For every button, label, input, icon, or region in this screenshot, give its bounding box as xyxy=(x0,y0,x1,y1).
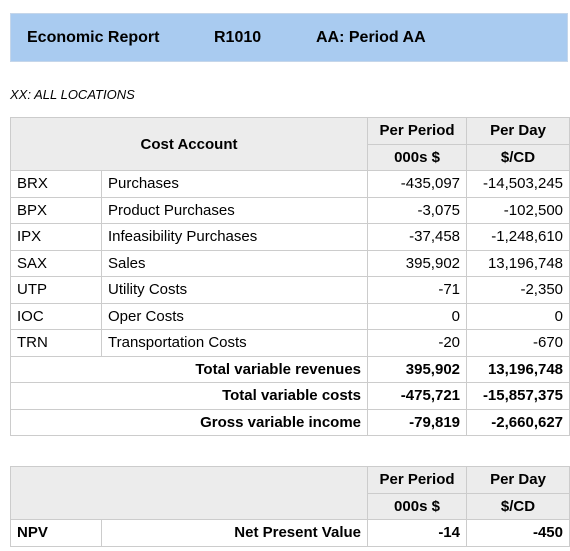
cell-per-period: 0 xyxy=(367,302,468,330)
total-row: Total variable costs -475,721 -15,857,375 xyxy=(9,382,570,410)
cell-per-period: -71 xyxy=(367,276,468,304)
npv-row: NPV Net Present Value -14 -450 xyxy=(10,519,570,547)
report-title: Economic Report xyxy=(27,29,160,46)
cell-per-day: 13,196,748 xyxy=(466,249,570,277)
report-header: Economic Report R1010 AA: Period AA xyxy=(10,13,568,62)
npv-per-day-unit: $/CD xyxy=(466,492,570,520)
total-label: Total variable revenues xyxy=(9,355,369,383)
total-per-day: -2,660,627 xyxy=(466,408,570,436)
total-per-period: 395,902 xyxy=(367,355,468,383)
table-row: BPX Product Purchases -3,075 -102,500 xyxy=(10,196,570,224)
npv-per-day: -450 xyxy=(466,519,570,547)
per-day-unit: $/CD xyxy=(466,143,570,171)
cell-name: Utility Costs xyxy=(100,276,369,304)
cell-per-period: -37,458 xyxy=(367,223,468,251)
cell-code: IPX xyxy=(10,223,102,251)
table-row: IOC Oper Costs 0 0 xyxy=(10,302,570,330)
npv-table: Per Period Per Day 000s $ $/CD NPV Net P… xyxy=(10,466,570,547)
table-row: BRX Purchases -435,097 -14,503,245 xyxy=(10,170,570,198)
table-row: TRN Transportation Costs -20 -670 xyxy=(10,329,570,357)
total-label: Gross variable income xyxy=(9,408,369,436)
total-per-period: -79,819 xyxy=(367,408,468,436)
npv-per-period-unit: 000s $ xyxy=(367,492,467,520)
total-row: Total variable revenues 395,902 13,196,748 xyxy=(9,355,570,383)
cell-per-period: -435,097 xyxy=(367,170,468,198)
cost-account-header: Cost Account xyxy=(9,117,369,171)
cell-per-period: 395,902 xyxy=(367,249,468,277)
per-day-header: Per Day xyxy=(466,117,570,145)
cost-account-table: Cost Account Per Period Per Day 000s $ $… xyxy=(9,117,570,436)
cell-name: Transportation Costs xyxy=(100,329,369,357)
cell-name: Sales xyxy=(100,249,369,277)
location-subtitle: XX: ALL LOCATIONS xyxy=(10,87,135,102)
cell-code: BPX xyxy=(10,196,102,224)
cell-name: Product Purchases xyxy=(100,196,369,224)
cell-code: TRN xyxy=(10,329,102,357)
cell-per-day: -102,500 xyxy=(466,196,570,224)
npv-name: Net Present Value xyxy=(101,519,368,547)
cell-per-day: -14,503,245 xyxy=(466,170,570,198)
cell-per-day: -1,248,610 xyxy=(466,223,570,251)
cost-rows: BRX Purchases -435,097 -14,503,245 BPX Produc… xyxy=(10,170,570,357)
cell-code: SAX xyxy=(10,249,102,277)
cell-name: Oper Costs xyxy=(100,302,369,330)
table-row: UTP Utility Costs -71 -2,350 xyxy=(10,276,570,304)
npv-header-blank xyxy=(10,466,368,520)
npv-per-day-header: Per Day xyxy=(466,466,570,494)
report-period: AA: Period AA xyxy=(316,29,426,46)
cell-name: Purchases xyxy=(100,170,369,198)
table-row: SAX Sales 395,902 13,196,748 xyxy=(10,249,570,277)
total-per-day: 13,196,748 xyxy=(466,355,570,383)
per-period-header: Per Period xyxy=(367,117,468,145)
cell-per-day: -670 xyxy=(466,329,570,357)
report-code: R1010 xyxy=(214,29,262,46)
npv-per-period-header: Per Period xyxy=(367,466,467,494)
total-row: Gross variable income -79,819 -2,660,627 xyxy=(9,408,570,436)
cell-per-day: 0 xyxy=(466,302,570,330)
cell-per-period: -20 xyxy=(367,329,468,357)
cell-name: Infeasibility Purchases xyxy=(100,223,369,251)
cell-code: IOC xyxy=(10,302,102,330)
npv-code: NPV xyxy=(10,519,102,547)
total-rows: Total variable revenues 395,902 13,196,748… xyxy=(9,355,570,436)
cell-code: BRX xyxy=(10,170,102,198)
per-period-unit: 000s $ xyxy=(367,143,468,171)
npv-per-period: -14 xyxy=(367,519,467,547)
table-row: IPX Infeasibility Purchases -37,458 -1,248,… xyxy=(10,223,570,251)
cell-per-period: -3,075 xyxy=(367,196,468,224)
total-per-period: -475,721 xyxy=(367,382,468,410)
total-per-day: -15,857,375 xyxy=(466,382,570,410)
total-label: Total variable costs xyxy=(9,382,369,410)
cell-code: UTP xyxy=(10,276,102,304)
cell-per-day: -2,350 xyxy=(466,276,570,304)
